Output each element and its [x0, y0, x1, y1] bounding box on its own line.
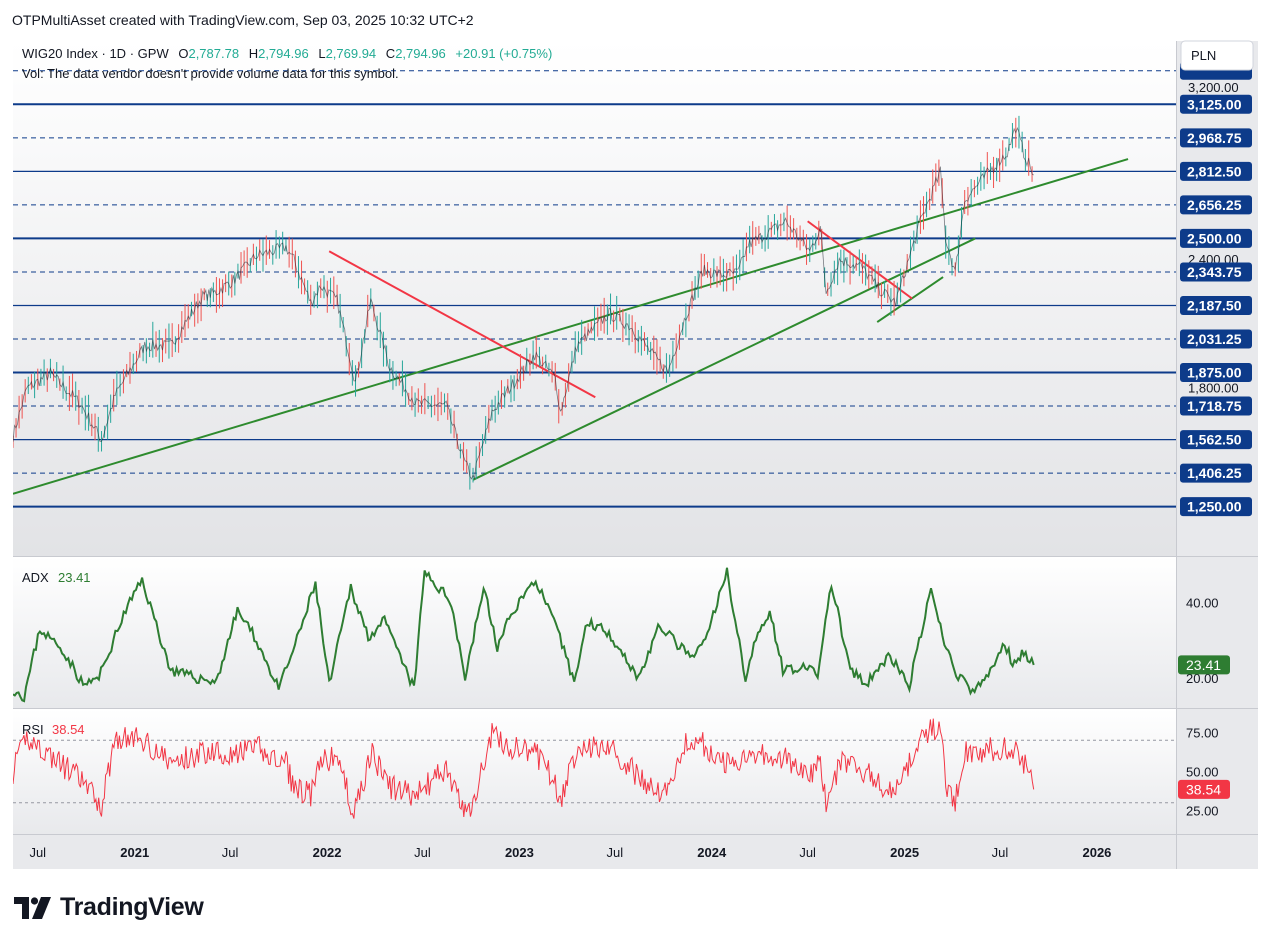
- currency-button[interactable]: PLN: [1180, 40, 1254, 71]
- main-legend[interactable]: WIG20 Index · 1D · GPW O2,787.78 H2,794.…: [22, 46, 552, 81]
- price-label-4: 2,500.00: [1187, 230, 1242, 246]
- time-tick-3: 2022: [313, 845, 342, 860]
- price-label-11: 1,406.25: [1187, 465, 1242, 481]
- adx-line: [13, 567, 1035, 703]
- ohlc-high-value: 2,794.96: [258, 46, 309, 61]
- price-label-box-4: [1180, 228, 1252, 248]
- time-tick-8: Jul: [799, 845, 816, 860]
- price-label-5: 2,343.75: [1187, 264, 1242, 280]
- rsi-tick-0: 75.00: [1186, 725, 1219, 740]
- rsi-title: RSI: [22, 722, 44, 737]
- adx-value-box: [1178, 655, 1230, 675]
- trendline-green-0: [13, 158, 1129, 495]
- main-pane-bg: [13, 41, 1176, 556]
- ohlc-low-value: 2,769.94: [326, 46, 377, 61]
- time-tick-11: 2026: [1082, 845, 1111, 860]
- rsi-value-label: 38.54: [1186, 781, 1221, 797]
- adx-title: ADX: [22, 570, 49, 585]
- header-attribution: OTPMultiAsset created with TradingView.c…: [12, 12, 474, 28]
- currency-label: PLN: [1191, 48, 1216, 63]
- time-tick-5: 2023: [505, 845, 534, 860]
- price-label-7: 2,031.25: [1187, 331, 1242, 347]
- rsi-axis-bg: [1176, 709, 1258, 834]
- time-tick-6: Jul: [606, 845, 623, 860]
- rsi-value-box: [1178, 779, 1230, 799]
- price-label-box-6: [1180, 295, 1252, 315]
- price-label-box-2: [1180, 161, 1252, 181]
- adx-value-label: 23.41: [1186, 657, 1221, 673]
- ohlc-open-key: O: [178, 46, 188, 61]
- svg-text:WIG20 Index · 1D: WIG20 Index · 1D · GPW O2,787.78 H2,794.…: [22, 46, 552, 61]
- price-label-box-1: [1180, 128, 1252, 148]
- price-series: [13, 115, 1034, 490]
- adx-pane-bg: [13, 557, 1176, 708]
- time-tick-7: 2024: [697, 845, 727, 860]
- time-tick-2: Jul: [222, 845, 239, 860]
- ohlc-high-key: H: [249, 46, 258, 61]
- trendline-red-3: [328, 250, 596, 399]
- volume-note: Vol: The data vendor doesn't provide vol…: [22, 66, 399, 81]
- adx-series: [13, 567, 1035, 703]
- price-tick-0: 3,200.00: [1188, 80, 1239, 95]
- time-tick-0: Jul: [29, 845, 46, 860]
- rsi-tick-2: 25.00: [1186, 804, 1219, 819]
- rsi-line: [13, 718, 1035, 819]
- adx-value: 23.41: [58, 570, 91, 585]
- price-label-box-3: [1180, 195, 1252, 215]
- price-label-0: 3,125.00: [1187, 96, 1242, 112]
- rsi-legend[interactable]: RSI 38.54: [22, 722, 85, 737]
- price-label-6: 2,187.50: [1187, 297, 1242, 313]
- price-label-box-10: [1180, 430, 1252, 450]
- price-label-box-0: [1180, 94, 1252, 114]
- time-tick-1: 2021: [120, 845, 149, 860]
- price-label-box-5: [1180, 262, 1252, 282]
- price-label-3: 2,656.25: [1187, 197, 1242, 213]
- price-axis[interactable]: 3,200.002,400.001,800.003,125.002,968.75…: [1180, 61, 1252, 517]
- trendline-green-1: [472, 237, 976, 481]
- time-tick-4: Jul: [414, 845, 431, 860]
- rsi-value: 38.54: [52, 722, 85, 737]
- price-label-12: 1,250.00: [1187, 499, 1242, 515]
- price-label-10: 1,562.50: [1187, 432, 1242, 448]
- ohlc-low-key: L: [318, 46, 325, 61]
- rsi-pane-bg: [13, 709, 1176, 834]
- price-label-1: 2,968.75: [1187, 130, 1242, 146]
- tradingview-logo[interactable]: TradingView: [14, 893, 204, 922]
- price-label-box-8: [1180, 363, 1252, 383]
- price-tick-2: 1,800.00: [1188, 381, 1239, 396]
- price-label-2: 2,812.50: [1187, 163, 1242, 179]
- price-level-lines: [13, 70, 1176, 508]
- symbol-name: WIG20 Index: [22, 46, 98, 61]
- price-label-8: 1,875.00: [1187, 365, 1242, 381]
- price-line: [13, 126, 1034, 480]
- interval-label: 1D: [109, 46, 126, 61]
- price-label-9: 1,718.75: [1187, 398, 1242, 414]
- rsi-axis: 75.00 50.00 25.00 38.54: [1178, 725, 1230, 819]
- tradingview-logo-text: TradingView: [60, 893, 204, 921]
- trendlines[interactable]: [13, 158, 1129, 495]
- time-tick-9: 2025: [890, 845, 919, 860]
- time-axis-bg: [13, 835, 1258, 869]
- time-axis[interactable]: Jul 2021 Jul 2022 Jul 2023 Jul 2024 Jul 2025 Jul 20…: [29, 845, 1111, 860]
- trendline-green-2: [876, 276, 944, 323]
- time-tick-10: Jul: [992, 845, 1009, 860]
- price-label-box-11: [1180, 463, 1252, 483]
- price-label-box-9: [1180, 396, 1252, 416]
- rsi-series: [13, 718, 1176, 819]
- price-change: +20.91 (+0.75%): [455, 46, 552, 61]
- price-label-box-7: [1180, 329, 1252, 349]
- ohlc-close-value: 2,794.96: [395, 46, 446, 61]
- tradingview-logo-icon: [14, 896, 51, 919]
- adx-tick-1: 20.00: [1186, 671, 1219, 686]
- ohlc-open-value: 2,787.78: [188, 46, 239, 61]
- adx-legend[interactable]: ADX 23.41: [22, 570, 91, 585]
- adx-tick-0: 40.00: [1186, 595, 1219, 610]
- price-label-box-12: [1180, 497, 1252, 517]
- rsi-tick-1: 50.00: [1186, 765, 1219, 780]
- ohlc-close-key: C: [386, 46, 395, 61]
- adx-axis-bg: [1176, 557, 1258, 708]
- exchange-label: GPW: [138, 46, 170, 61]
